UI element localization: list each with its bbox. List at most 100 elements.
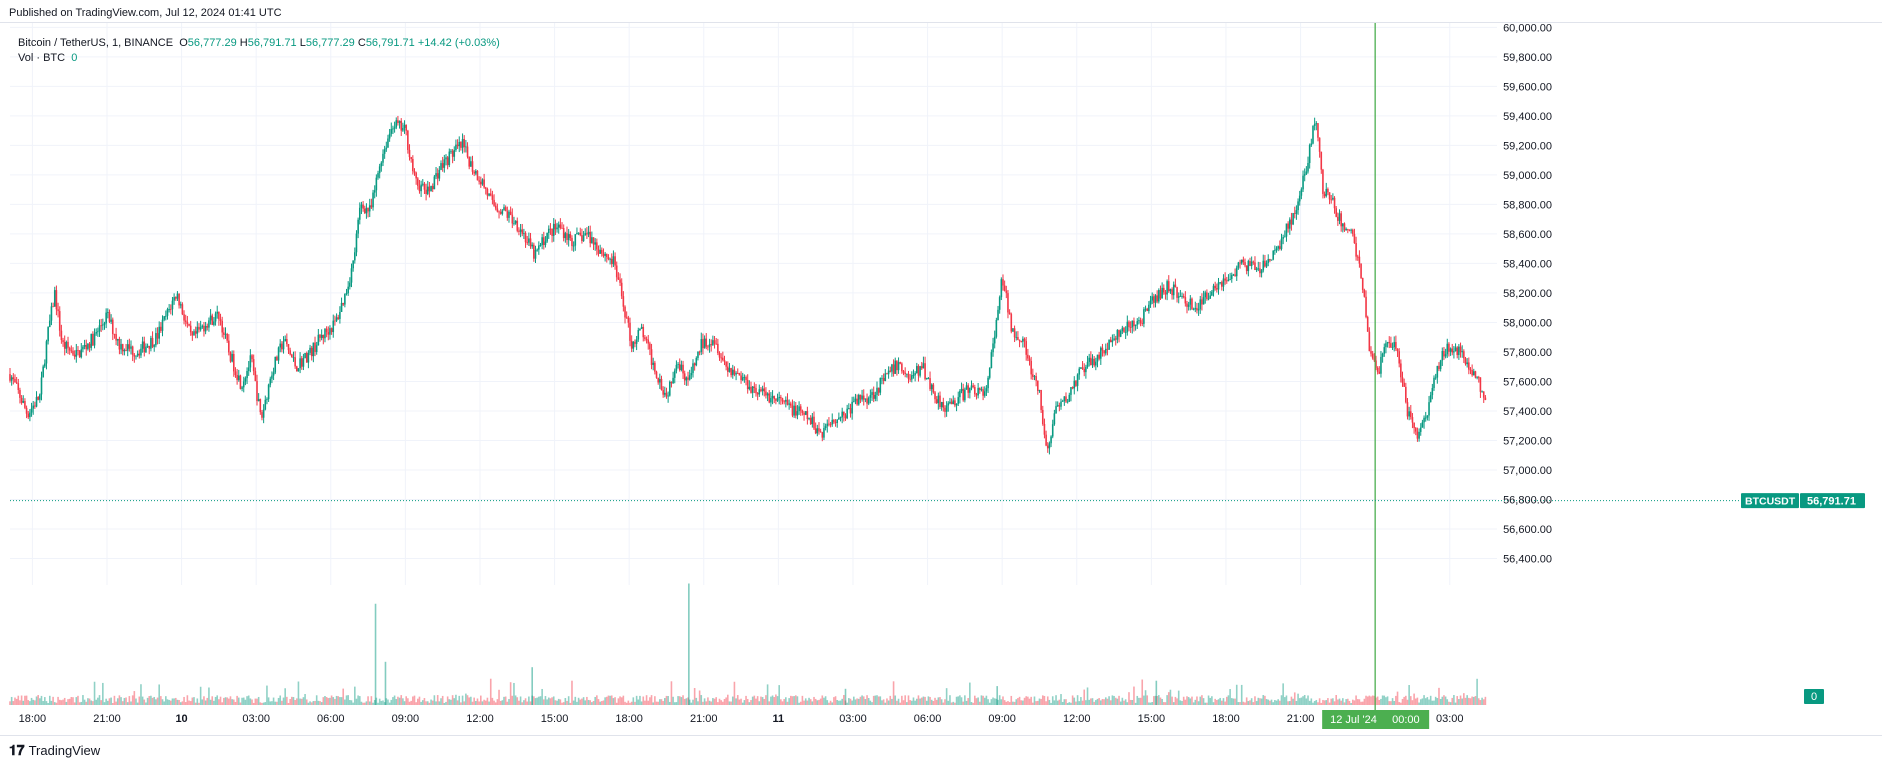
footer-brand[interactable]: 𝟏𝟕 TradingView	[9, 742, 100, 759]
candle-body	[171, 300, 174, 310]
volume-bar	[252, 702, 255, 705]
volume-label: Vol · BTC	[18, 52, 66, 64]
volume-bar	[19, 700, 21, 705]
volume-bar	[337, 696, 340, 705]
candle-body	[88, 343, 91, 348]
candle-body	[673, 370, 676, 378]
volume-bar	[625, 702, 628, 705]
candle-body	[75, 350, 78, 357]
volume-bar	[65, 701, 68, 705]
candle-body	[237, 375, 240, 380]
volume-bar	[1363, 698, 1366, 705]
candle-body	[705, 338, 708, 347]
volume-bar	[1225, 696, 1228, 705]
candle-body	[596, 242, 598, 250]
volume-bar	[1234, 698, 1236, 705]
candle-body	[228, 340, 230, 353]
volume-bar	[589, 700, 592, 705]
volume-bar	[315, 695, 318, 705]
candle-body	[511, 214, 514, 224]
volume-bar	[82, 695, 84, 705]
volume-bar	[629, 702, 631, 705]
candle-body	[53, 290, 56, 307]
volume-bar	[80, 701, 83, 705]
candle-body	[261, 412, 263, 418]
volume-bar	[213, 700, 215, 705]
candle-body	[954, 400, 956, 406]
volume-bar	[1482, 699, 1485, 705]
change-value: +14.42 (+0.03%)	[417, 37, 500, 49]
candle-body	[899, 362, 902, 364]
candle-body	[1472, 371, 1475, 376]
volume-bar	[773, 697, 776, 705]
volume-bar	[1260, 698, 1263, 705]
volume-bar	[768, 701, 771, 705]
candle-body	[1224, 278, 1226, 281]
volume-bar	[969, 682, 971, 705]
volume-bar	[174, 697, 177, 705]
candle-body	[838, 417, 840, 420]
volume-bar	[239, 702, 242, 705]
volume-bar	[775, 694, 777, 705]
volume-bar	[455, 694, 457, 705]
volume-bar	[791, 696, 794, 705]
candle-body	[952, 400, 955, 405]
candle-body	[557, 224, 560, 228]
candle-body	[909, 378, 911, 380]
candle-body	[140, 348, 142, 356]
volume-bar	[552, 696, 555, 705]
candle-body	[1245, 265, 1248, 272]
volume-bar	[751, 696, 754, 705]
volume-bar	[1411, 700, 1414, 705]
candle-body	[974, 387, 976, 395]
price-axis[interactable]: 56,400.0056,600.0056,800.0057,000.0057,2…	[1503, 22, 1552, 565]
low-label: L	[299, 37, 306, 49]
candle-body	[1023, 338, 1026, 342]
candle-body	[1045, 434, 1047, 446]
volume-bar	[861, 695, 863, 705]
candle-body	[866, 398, 868, 404]
volume-bar	[1219, 697, 1221, 705]
candle-body	[97, 331, 99, 333]
volume-bar	[373, 700, 376, 705]
volume-bar	[1149, 702, 1152, 705]
candle-body	[446, 157, 449, 166]
candle-body	[410, 157, 412, 159]
candle-body	[789, 403, 792, 406]
candle-body	[1206, 292, 1208, 300]
candle-body	[398, 120, 401, 124]
volume-bar	[980, 695, 983, 705]
candle-body	[728, 368, 731, 372]
candle-body	[1114, 338, 1117, 340]
candle-body	[950, 401, 953, 405]
volume-bar	[1340, 700, 1342, 705]
candle-body	[594, 242, 596, 245]
candle-body	[649, 343, 651, 350]
time-axis[interactable]: 18:00 21:00 10 03:00 06:00 09:00 12:00 15:00 18:…	[19, 713, 1464, 725]
candle-body	[1284, 236, 1286, 238]
candle-body	[672, 377, 674, 384]
candle-body	[1038, 390, 1041, 391]
candle-body	[765, 391, 767, 396]
candle-body	[647, 339, 650, 344]
chart-frame[interactable]	[0, 22, 1882, 736]
volume-bar	[418, 696, 421, 705]
candle-body	[266, 399, 268, 400]
volume-bar	[1202, 698, 1205, 705]
volume-bar	[219, 696, 222, 705]
candle-body	[657, 377, 659, 383]
volume-bar	[141, 696, 144, 705]
candle-body	[143, 341, 146, 353]
volume-bar	[582, 697, 585, 705]
volume-bar	[201, 699, 204, 705]
volume-bar	[988, 702, 991, 705]
volume-bar	[882, 699, 885, 705]
candle-body	[1058, 405, 1061, 407]
price-tick-label: 57,600.00	[1503, 376, 1552, 388]
candle-body	[340, 302, 343, 312]
volume-bar	[793, 696, 795, 705]
volume-bar	[1262, 695, 1265, 705]
volume-bar	[1332, 698, 1334, 705]
candle-body	[524, 233, 527, 243]
